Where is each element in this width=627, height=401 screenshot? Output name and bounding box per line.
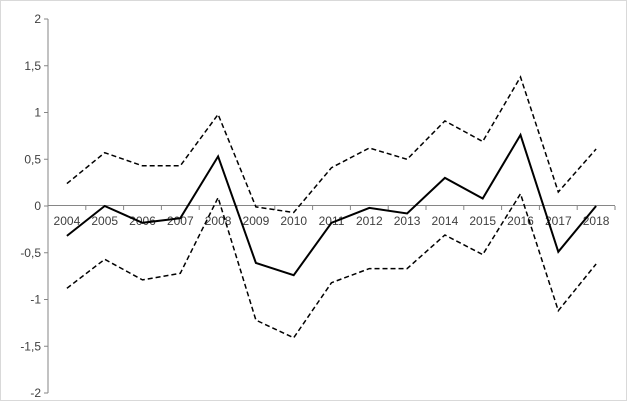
x-tick-label: 2013 [394, 214, 421, 228]
y-axis-ticks: 2 1,5 1 0,5 0 -0,5 -1 -1,5 -2 [20, 12, 48, 400]
x-axis-ticks: 2004 2005 2006 2007 2008 2009 2010 2011 2012 2013… [47, 206, 616, 228]
series-line-solid-0 [66, 132, 597, 277]
x-tick-label: 2006 [129, 214, 156, 228]
y-tick-label: 0,5 [24, 152, 41, 166]
y-tick-label: -2 [30, 386, 41, 400]
x-tick-label: 2017 [545, 214, 572, 228]
x-tick-label: 2014 [432, 214, 459, 228]
y-tick-label: 0 [34, 199, 41, 213]
x-tick-label: 2018 [583, 214, 610, 228]
series-line-dashed-1 [66, 75, 597, 214]
x-tick-label: 2005 [91, 214, 118, 228]
y-tick-label: -0,5 [20, 246, 41, 260]
x-tick-label: 2007 [167, 214, 194, 228]
y-tick-label: -1 [30, 293, 41, 307]
y-tick-label: -1,5 [20, 339, 41, 353]
y-tick-label: 1,5 [24, 59, 41, 73]
series-layer [66, 75, 597, 339]
y-tick-label: 2 [34, 12, 41, 26]
x-tick-label: 2009 [243, 214, 270, 228]
y-tick-label: 1 [34, 106, 41, 120]
x-tick-label: 2004 [54, 214, 81, 228]
x-tick-label: 2011 [319, 214, 345, 228]
x-tick-label: 2012 [356, 214, 383, 228]
x-tick-label: 2016 [507, 214, 534, 228]
x-tick-label: 2010 [280, 214, 307, 228]
x-tick-label: 2015 [469, 214, 496, 228]
series-line-dashed-2 [66, 192, 597, 339]
